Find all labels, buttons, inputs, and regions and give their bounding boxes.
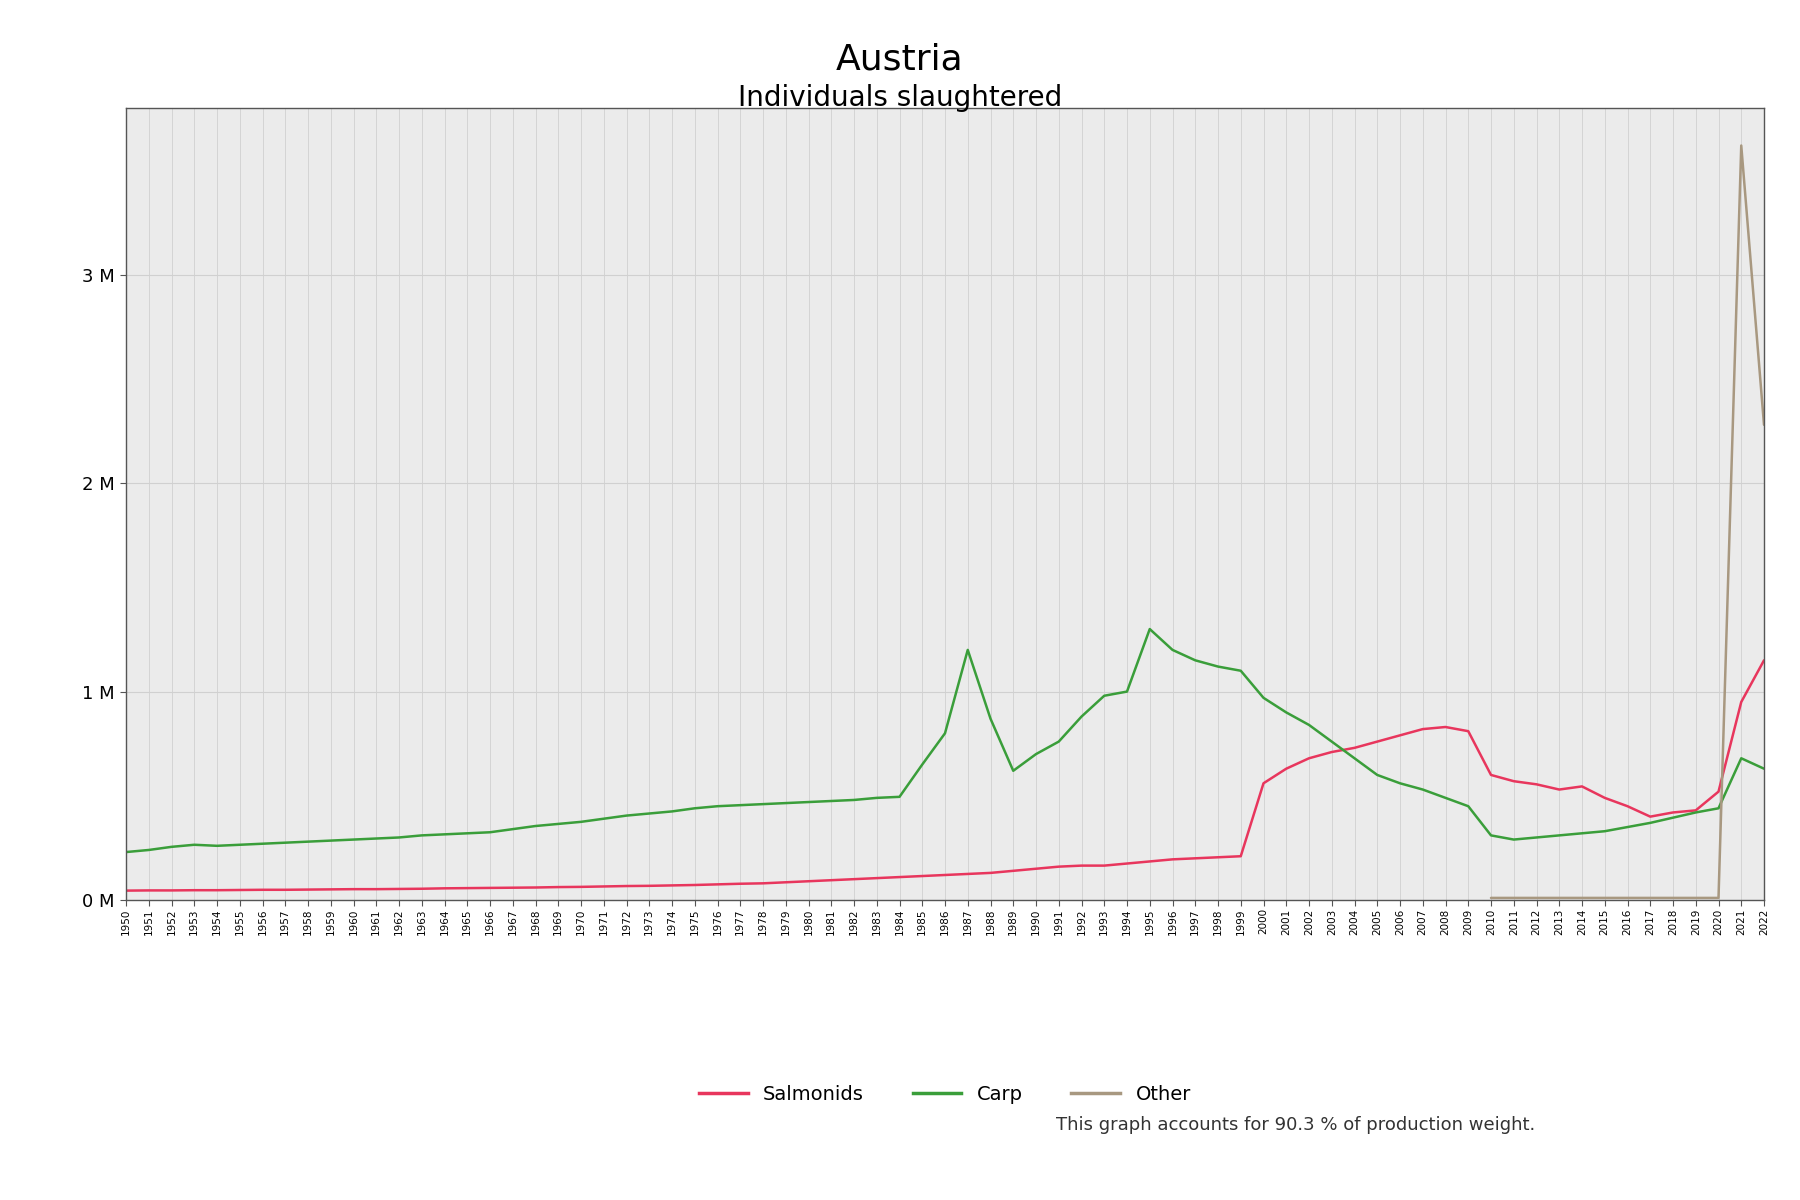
Text: Austria: Austria bbox=[837, 42, 963, 76]
Text: This graph accounts for 90.3 % of production weight.: This graph accounts for 90.3 % of produc… bbox=[1057, 1116, 1535, 1134]
Text: Individuals slaughtered: Individuals slaughtered bbox=[738, 84, 1062, 112]
Legend: Salmonids, Carp, Other: Salmonids, Carp, Other bbox=[691, 1078, 1199, 1112]
